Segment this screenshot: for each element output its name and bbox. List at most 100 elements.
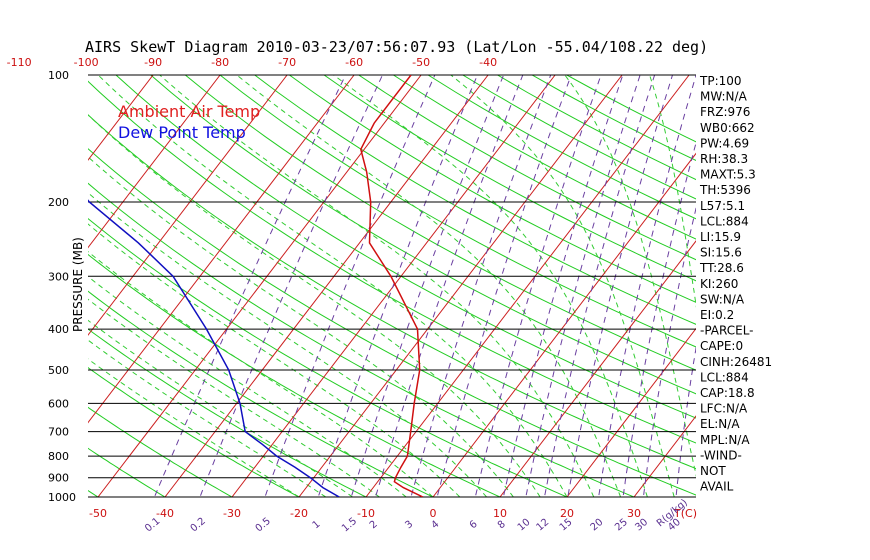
dry-adiabat xyxy=(88,114,696,470)
index-value: TP:100 xyxy=(699,74,742,88)
index-value: LCL:884 xyxy=(700,370,749,384)
dry-adiabat xyxy=(427,75,696,220)
mixing-ratio-tick-label: 6 xyxy=(468,519,480,532)
mixing-ratio-line xyxy=(374,75,524,497)
y-axis-label: PRESSURE (MB) xyxy=(71,237,85,332)
moist-adiabat xyxy=(88,298,380,497)
dry-adiabat xyxy=(149,75,696,395)
dry-adiabat xyxy=(357,75,696,261)
bottom-temp-tick-label: -40 xyxy=(156,507,174,520)
top-temp-tick-label: -90 xyxy=(144,56,162,69)
top-temp-tick-label: -110 xyxy=(7,56,32,69)
index-value: EL:N/A xyxy=(700,417,740,431)
mixing-ratio-tick-label: 8 xyxy=(496,519,508,532)
mixing-ratio-tick-label: 0.2 xyxy=(189,516,208,535)
mixing-ratio-line xyxy=(642,206,696,497)
isotherm xyxy=(0,75,19,497)
index-value: WB0:662 xyxy=(700,121,755,135)
dry-adiabat xyxy=(88,148,696,496)
isobars: 100 200 300 400 500 600 700 800 900 1000 xyxy=(48,69,696,504)
pressure-tick-label: 300 xyxy=(48,270,69,283)
bottom-temp-tick-label: 10 xyxy=(493,507,507,520)
isotherm xyxy=(365,75,690,497)
moist-adiabat xyxy=(88,192,487,497)
mixing-ratio-line xyxy=(153,75,347,497)
index-value: AVAIL xyxy=(700,480,734,494)
mixing-ratio-tick-label: 1 xyxy=(311,519,323,532)
moist-adiabat xyxy=(88,319,353,497)
mixing-ratio-line xyxy=(502,75,624,497)
mixing-ratio-line xyxy=(264,75,436,497)
pressure-tick-label: 700 xyxy=(48,426,69,439)
mixing-ratio-line xyxy=(622,141,696,497)
isotherm xyxy=(164,75,489,497)
isotherm xyxy=(88,75,154,161)
mixing-ratio-tick-label: 0.5 xyxy=(254,516,273,535)
index-value: EI:0.2 xyxy=(700,308,734,322)
isotherm xyxy=(88,75,355,424)
index-value: KI:260 xyxy=(700,277,738,291)
mixing-ratio-tick-label: 3 xyxy=(403,519,415,532)
mixing-ratio-tick-label: 10 xyxy=(516,517,533,534)
moist-adiabat xyxy=(564,75,696,478)
mixing-ratio-tick-label: 2 xyxy=(368,519,380,532)
mixing-ratio-line xyxy=(410,75,552,497)
mixing-ratio-line xyxy=(199,75,383,497)
index-value: RH:38.3 xyxy=(700,152,748,166)
bottom-temp-tick-label: -10 xyxy=(357,507,375,520)
pressure-tick-label: 600 xyxy=(48,397,69,410)
index-value: TH:5396 xyxy=(699,183,751,197)
dry-adiabat xyxy=(88,80,696,444)
ambient-temp-line xyxy=(360,75,424,497)
dry-adiabat xyxy=(496,75,696,181)
chart-title: AIRS SkewT Diagram 2010-03-23/07:56:07.9… xyxy=(85,38,708,56)
dry-adiabat xyxy=(88,328,368,497)
isotherm xyxy=(633,415,696,497)
index-value: NOT xyxy=(700,464,726,478)
mixing-ratio-line xyxy=(598,75,696,497)
top-temp-tick-label: -40 xyxy=(479,56,497,69)
profile-series xyxy=(88,75,424,497)
mixing-ratio-tick-label: 12 xyxy=(534,517,551,534)
mixing-ratio-line xyxy=(436,75,572,497)
mixing-ratio-tick-label: 4 xyxy=(430,519,442,532)
dry-adiabat xyxy=(88,290,435,497)
top-temp-tick-label: -80 xyxy=(211,56,229,69)
dry-adiabat xyxy=(88,253,502,497)
dry-adiabat xyxy=(88,182,636,497)
dry-adiabat xyxy=(88,367,301,497)
isotherm xyxy=(768,75,870,497)
dry-adiabat xyxy=(288,75,696,303)
index-value: TT:28.6 xyxy=(699,261,744,275)
dry-adiabat xyxy=(88,447,166,497)
moist-adiabat xyxy=(333,75,648,497)
pressure-tick-label: 800 xyxy=(48,450,69,463)
moist-adiabat xyxy=(88,275,407,497)
bottom-temp-tick-label: -30 xyxy=(223,507,241,520)
isotherm xyxy=(298,75,623,497)
dry-adiabat xyxy=(88,217,569,497)
isotherm xyxy=(566,327,696,497)
bottom-temp-tick-label: -20 xyxy=(290,507,308,520)
index-value: -PARCEL- xyxy=(700,324,754,338)
isotherms xyxy=(0,75,870,497)
dry-adiabat xyxy=(184,75,696,371)
isotherm xyxy=(88,75,221,249)
pressure-tick-label: 900 xyxy=(48,472,69,485)
legend: Ambient Air Temp Dew Point Temp xyxy=(118,102,260,142)
mixing-ratio-line xyxy=(350,75,505,497)
dry-adiabat xyxy=(0,56,44,506)
index-value: CINH:26481 xyxy=(700,355,772,369)
isotherm xyxy=(835,75,870,497)
moist-adiabat xyxy=(159,75,595,497)
index-value: MPL:N/A xyxy=(700,433,750,447)
legend-entry: Ambient Air Temp xyxy=(118,102,260,121)
moist-adiabat xyxy=(88,251,434,497)
moist-adiabat xyxy=(88,339,327,497)
mixing-ratio-line xyxy=(675,344,696,497)
moist-adiabat xyxy=(97,75,568,497)
temp-unit-label: T(C) xyxy=(673,507,697,520)
index-value: LI:15.9 xyxy=(700,230,741,244)
mixing-ratio-lines xyxy=(153,75,696,497)
